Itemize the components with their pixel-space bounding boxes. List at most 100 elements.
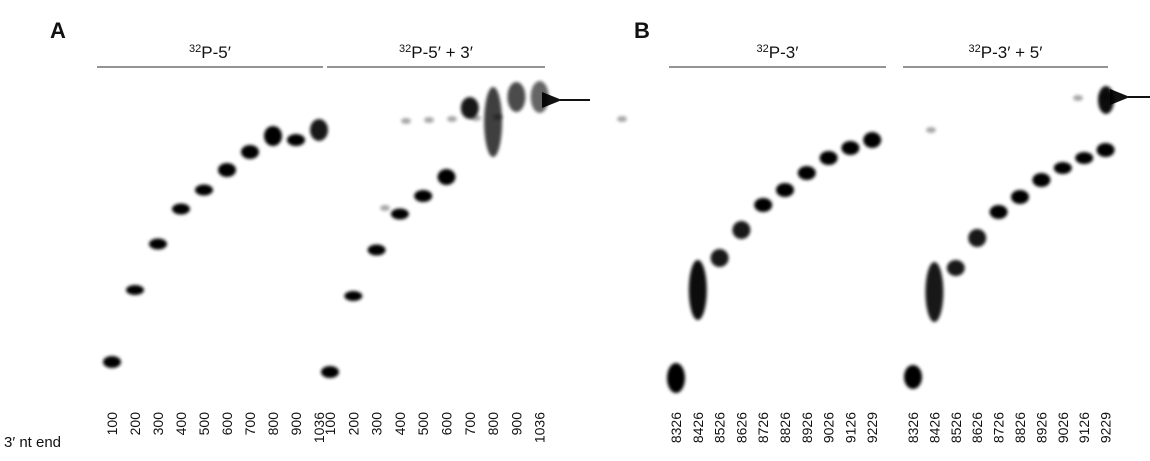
lane-label: 9126 <box>1076 412 1092 443</box>
isotope: 32 <box>757 43 769 55</box>
panel-letter: A <box>50 18 66 43</box>
group-header: 32P-3′ + 5′ <box>969 43 1043 62</box>
lane-label: 400 <box>392 412 408 436</box>
faint-band <box>493 114 503 120</box>
gel-band <box>414 190 433 202</box>
lane-label: 500 <box>196 412 212 436</box>
gel-band <box>732 221 751 239</box>
gel-band <box>1053 162 1072 174</box>
lane-label: 8926 <box>1033 412 1049 443</box>
gel-band <box>797 166 816 180</box>
lane-label: 800 <box>485 412 501 436</box>
gel-band <box>264 126 282 146</box>
gel-band <box>841 141 860 155</box>
lane-label: 8726 <box>991 412 1007 443</box>
gel-band <box>1011 190 1029 204</box>
faint-band <box>447 116 457 122</box>
gel-band <box>287 134 305 146</box>
lane-label: 700 <box>462 412 478 436</box>
gel-band <box>390 208 409 220</box>
lane-label: 9026 <box>1055 412 1071 443</box>
gel-band <box>149 238 167 250</box>
gel-band <box>103 356 121 368</box>
lane-label: 8426 <box>690 412 706 443</box>
group-header: 32P-3′ <box>757 43 799 62</box>
lane-label: 1036 <box>532 412 548 443</box>
faint-band <box>380 205 390 211</box>
lane-label: 9229 <box>864 412 880 443</box>
gel-band <box>968 229 987 247</box>
group-header: 32P-5′ + 3′ <box>399 43 473 62</box>
gel-band <box>507 82 526 112</box>
gel-band <box>1032 173 1051 187</box>
lane-label: 8826 <box>777 412 793 443</box>
gel-band <box>989 205 1008 219</box>
gel-band <box>863 132 882 148</box>
gel-band <box>1075 152 1094 164</box>
axis-label: 3′ nt end <box>4 434 61 451</box>
lane-label: 200 <box>345 412 361 436</box>
lane-label: 8826 <box>1012 412 1028 443</box>
gel-band <box>904 365 922 389</box>
gel-band <box>688 260 707 320</box>
panel-letter: B <box>634 18 650 43</box>
lane-label: 9229 <box>1098 412 1114 443</box>
gel-band <box>925 262 944 322</box>
group-label: P-5′ + 3′ <box>411 43 473 62</box>
lane-label: 400 <box>173 412 189 436</box>
gel-band <box>1098 86 1114 114</box>
gel-band <box>310 119 328 141</box>
gel-band <box>484 87 503 157</box>
lane-label: 300 <box>150 412 166 436</box>
lane-label: 8926 <box>799 412 815 443</box>
lane-label: 100 <box>104 412 120 436</box>
faint-band <box>617 116 627 122</box>
gel-band <box>218 163 236 177</box>
gel-band <box>241 145 259 159</box>
lane-label: 800 <box>265 412 281 436</box>
lane-label: 900 <box>288 412 304 436</box>
gel-band <box>667 363 685 393</box>
lane-label: 300 <box>369 412 385 436</box>
gel-band <box>344 291 363 301</box>
lane-label: 700 <box>242 412 258 436</box>
isotope: 32 <box>399 43 411 55</box>
faint-band <box>926 127 936 133</box>
gel-band <box>1096 143 1115 157</box>
lane-label: 8626 <box>733 412 749 443</box>
faint-band <box>471 115 481 121</box>
lane-label: 8726 <box>755 412 771 443</box>
lane-label: 9026 <box>821 412 837 443</box>
isotope: 32 <box>189 43 201 55</box>
lane-label: 900 <box>508 412 524 436</box>
gel-band <box>172 203 190 215</box>
lane-label: 100 <box>322 412 338 436</box>
gel-band <box>437 169 456 185</box>
group-label: P-5′ <box>201 43 231 62</box>
isotope: 32 <box>969 43 981 55</box>
lane-label: 600 <box>219 412 235 436</box>
gel-band <box>367 244 386 256</box>
lane-label: 8426 <box>926 412 942 443</box>
lane-label: 1036 <box>311 412 327 443</box>
lane-label: 9126 <box>842 412 858 443</box>
gel-band <box>126 285 144 295</box>
gel-band <box>321 366 339 378</box>
group-label: P-3′ + 5′ <box>981 43 1043 62</box>
gel-band <box>819 151 838 165</box>
lane-label: 8626 <box>969 412 985 443</box>
gel-band <box>754 198 773 212</box>
faint-band <box>424 117 434 123</box>
lane-label: 8326 <box>668 412 684 443</box>
gel-band <box>946 260 965 276</box>
group-label: P-3′ <box>769 43 799 62</box>
lane-label: 8526 <box>948 412 964 443</box>
faint-band <box>401 118 411 124</box>
lane-label: 200 <box>127 412 143 436</box>
gel-band <box>460 97 479 119</box>
gel-band <box>530 81 549 113</box>
gel-band <box>710 249 729 267</box>
lane-label: 600 <box>439 412 455 436</box>
gel-band <box>776 183 794 197</box>
